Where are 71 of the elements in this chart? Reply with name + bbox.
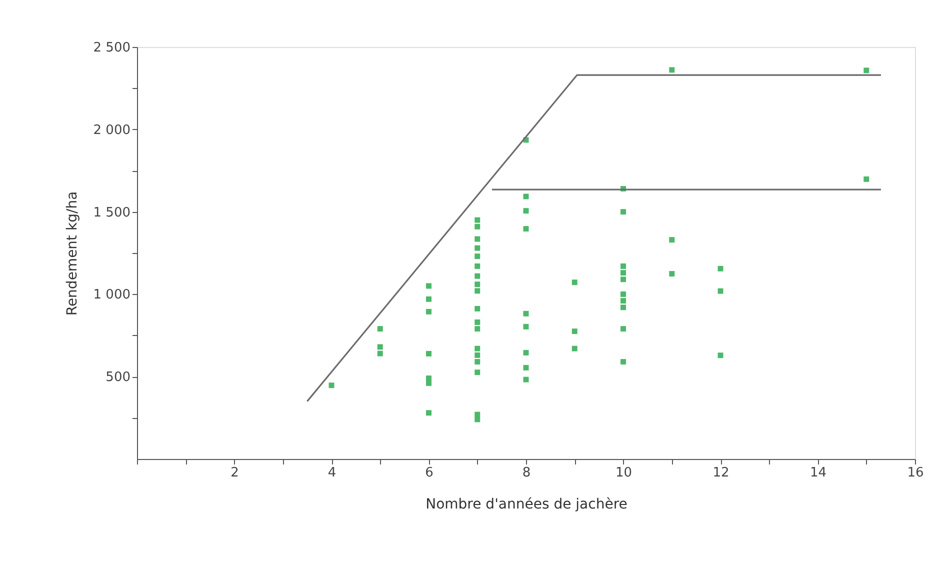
point — [523, 364, 529, 370]
point — [523, 310, 529, 316]
point — [474, 273, 480, 279]
point — [474, 416, 480, 422]
point — [718, 288, 724, 294]
point — [328, 382, 334, 388]
point — [474, 306, 480, 312]
y-tick-label: 1 500 — [93, 205, 130, 220]
point — [474, 359, 480, 365]
y-tick-label: 2 500 — [93, 40, 130, 56]
point — [474, 254, 480, 260]
x-tick-label: 2 — [230, 466, 239, 480]
y-tick-label: 1 000 — [93, 288, 130, 303]
point — [669, 237, 675, 243]
point — [620, 270, 626, 276]
y-axis-title: Rendement kg/ha — [64, 191, 80, 316]
x-tick-label: 14 — [810, 466, 827, 480]
x-axis-title: Nombre d'années de jachère — [426, 496, 628, 512]
point — [523, 208, 529, 214]
point — [474, 352, 480, 358]
point — [523, 226, 529, 232]
point — [474, 288, 480, 294]
point — [620, 326, 626, 332]
point — [523, 350, 529, 356]
point — [620, 359, 626, 365]
point — [426, 308, 432, 314]
point — [620, 291, 626, 297]
point — [718, 352, 724, 358]
point — [474, 346, 480, 352]
point — [620, 298, 626, 304]
point — [474, 245, 480, 251]
point — [620, 304, 626, 310]
point — [377, 350, 383, 356]
point — [523, 324, 529, 330]
point — [474, 370, 480, 376]
point — [474, 282, 480, 288]
point — [426, 410, 432, 416]
point — [474, 217, 480, 223]
point — [426, 380, 432, 386]
y-tick-label: 500 — [106, 370, 130, 386]
point — [669, 67, 675, 73]
point — [474, 224, 480, 230]
point — [377, 344, 383, 350]
point — [718, 266, 724, 272]
point — [474, 236, 480, 242]
x-tick-label: 12 — [712, 466, 730, 480]
x-tick-label: 10 — [615, 466, 632, 480]
point — [426, 283, 432, 289]
point — [426, 376, 432, 381]
point — [474, 326, 480, 332]
point — [620, 263, 626, 269]
point — [426, 350, 432, 356]
x-tick-label: 6 — [425, 466, 434, 480]
point — [620, 209, 626, 215]
point — [377, 326, 383, 332]
point — [669, 271, 675, 277]
point — [523, 376, 529, 382]
point — [620, 276, 626, 282]
point — [426, 296, 432, 302]
x-tick-label: 8 — [522, 466, 531, 480]
point — [572, 280, 578, 286]
point — [474, 319, 480, 325]
point — [572, 328, 578, 334]
point — [523, 194, 529, 200]
point — [474, 263, 480, 269]
point — [864, 68, 870, 74]
point — [572, 346, 578, 352]
point — [864, 176, 870, 182]
x-tick-label: 16 — [907, 466, 924, 480]
y-tick-label: 2 000 — [93, 122, 130, 138]
x-tick-label: 4 — [328, 466, 336, 480]
